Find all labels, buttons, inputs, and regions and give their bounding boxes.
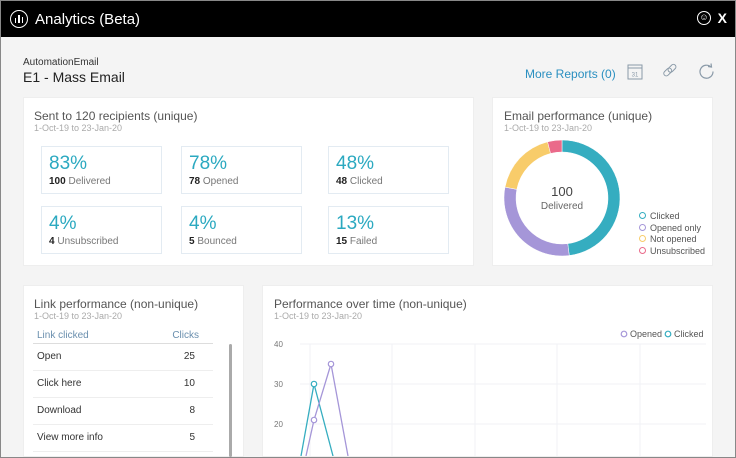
stat-percent: 4% xyxy=(189,213,217,234)
stat-count: 15 xyxy=(336,236,348,247)
stat-label: 5 Bounced xyxy=(189,236,301,247)
stat-count: 4 xyxy=(49,236,55,247)
data-point-opened[interactable] xyxy=(310,416,318,424)
link-clicks: 5 xyxy=(145,424,213,452)
series-line-opened xyxy=(305,363,349,456)
stat-label: 4 Unsubscribed xyxy=(49,236,161,247)
y-tick-label: 20 xyxy=(274,420,283,429)
performance-over-time-title: Performance over time (non-unique) xyxy=(274,297,467,311)
legend-item[interactable]: Not opened xyxy=(639,234,705,246)
data-point-opened[interactable] xyxy=(327,360,335,368)
email-type: AutomationEmail xyxy=(23,57,99,68)
stat-label: 48 Clicked xyxy=(336,176,448,187)
link-name: Open xyxy=(33,343,146,371)
legend-dot-icon xyxy=(639,223,646,231)
legend-dot-icon xyxy=(639,246,646,254)
link-name: Click here xyxy=(33,370,146,398)
sent-date: 1-Oct-19 to 23-Jan-20 xyxy=(34,123,123,133)
stat-box-unsubscribed: 4% 4 Unsubscribed xyxy=(41,206,162,254)
calendar-icon[interactable]: 31 xyxy=(626,63,644,81)
stat-count: 100 xyxy=(49,176,66,187)
stat-count: 5 xyxy=(189,236,195,247)
line-chart: 40 30 20 Opened Clicked xyxy=(274,329,706,456)
y-tick-label: 40 xyxy=(274,340,283,349)
legend-item[interactable]: Unsubscribed xyxy=(639,246,705,258)
link-table: Link clicked Clicks Open 25 Click here 10 Dow… xyxy=(33,329,213,452)
table-scrollbar[interactable] xyxy=(229,344,232,457)
smiley-icon[interactable]: ☺ xyxy=(697,11,711,25)
table-row[interactable]: View more info 5 xyxy=(33,424,213,452)
donut-center-value: 100 xyxy=(551,184,573,199)
performance-over-time-card xyxy=(262,285,713,457)
sent-card xyxy=(23,97,474,266)
slice-not-opened[interactable] xyxy=(504,141,551,190)
performance-over-time-date: 1-Oct-19 to 23-Jan-20 xyxy=(274,311,363,321)
table-row[interactable]: Download 8 xyxy=(33,397,213,425)
stat-name: Unsubscribed xyxy=(57,236,119,247)
stat-label: 100 Delivered xyxy=(49,176,161,187)
link-performance-date: 1-Oct-19 to 23-Jan-20 xyxy=(34,311,123,321)
table-row[interactable]: Click here 10 xyxy=(33,370,213,398)
analytics-logo-icon xyxy=(10,10,28,28)
legend-label: Opened only xyxy=(650,222,702,233)
stat-percent: 78% xyxy=(189,153,228,174)
email-performance-date: 1-Oct-19 to 23-Jan-20 xyxy=(504,123,593,133)
stat-percent: 48% xyxy=(336,153,375,174)
stat-percent: 13% xyxy=(336,213,375,234)
more-reports-link[interactable]: More Reports (0) xyxy=(525,67,616,81)
stat-box-failed: 13% 15 Failed xyxy=(328,206,449,254)
legend-label: Opened xyxy=(630,329,662,339)
sent-title: Sent to 120 recipients (unique) xyxy=(34,109,198,123)
legend-item[interactable]: Clicked xyxy=(639,211,705,223)
stat-box-delivered: 83% 100 Delivered xyxy=(41,146,162,194)
legend-label: Clicked xyxy=(674,329,704,339)
close-button[interactable]: X xyxy=(717,10,727,26)
link-performance-title: Link performance (non-unique) xyxy=(34,297,199,311)
donut-center-label: Delivered xyxy=(540,201,584,212)
legend-dot-icon xyxy=(639,235,646,242)
email-performance-title: Email performance (unique) xyxy=(504,109,653,123)
stat-label: 78 Opened xyxy=(189,176,301,187)
stat-percent: 83% xyxy=(49,153,88,174)
stat-box-clicked: 48% 48 Clicked xyxy=(328,146,449,194)
legend-dot-icon xyxy=(620,330,628,338)
stat-name: Delivered xyxy=(68,176,111,187)
legend-label: Clicked xyxy=(650,211,680,221)
stat-name: Failed xyxy=(349,236,378,247)
stat-box-opened: 78% 78 Opened xyxy=(181,146,302,194)
legend-label: Not opened xyxy=(650,234,697,244)
y-tick-label: 30 xyxy=(274,380,283,389)
donut-legend: Clicked Opened only Not opened Unsubscribed xyxy=(639,211,705,257)
table-row[interactable]: Open 25 xyxy=(33,343,213,371)
stat-name: Bounced xyxy=(197,236,237,247)
link-clicks: 25 xyxy=(145,343,213,371)
page-title: E1 - Mass Email xyxy=(23,69,125,85)
link-name: View more info xyxy=(33,424,146,452)
stat-label: 15 Failed xyxy=(336,236,448,247)
stat-percent: 4% xyxy=(49,213,77,234)
legend-dot-icon xyxy=(639,212,646,219)
stat-count: 78 xyxy=(189,176,201,187)
refresh-icon[interactable] xyxy=(697,63,715,81)
window-title: Analytics (Beta) xyxy=(35,10,141,28)
link-clicks: 10 xyxy=(145,370,213,398)
link-name: Download xyxy=(33,397,146,425)
donut-chart xyxy=(504,140,620,256)
data-point-clicked[interactable] xyxy=(310,380,318,388)
stat-count: 48 xyxy=(336,176,348,187)
stat-name: Clicked xyxy=(349,176,383,187)
title-bar: Analytics (Beta) ☺ X xyxy=(1,1,735,37)
link-icon[interactable] xyxy=(661,63,679,81)
slice-unsubscribed[interactable] xyxy=(547,140,563,154)
col-link-clicked: Link clicked xyxy=(33,329,146,344)
legend-dot-icon xyxy=(664,330,672,338)
calendar-day: 31 xyxy=(632,73,639,79)
stat-name: Opened xyxy=(202,176,239,187)
stat-box-bounced: 4% 5 Bounced xyxy=(181,206,302,254)
legend-label: Unsubscribed xyxy=(650,245,706,256)
link-clicks: 8 xyxy=(145,397,213,425)
legend-item[interactable]: Opened only xyxy=(639,223,705,235)
col-clicks: Clicks xyxy=(145,329,213,344)
